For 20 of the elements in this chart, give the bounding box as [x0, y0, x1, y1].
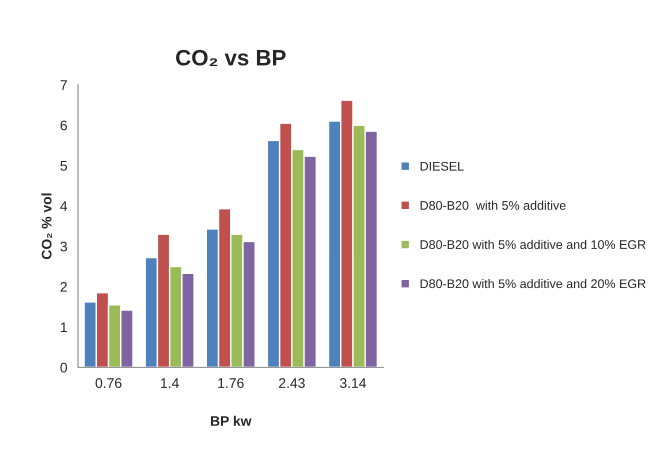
y-axis-title: CO₂ % vol — [41, 193, 52, 260]
y-tick-label: 3 — [60, 242, 67, 252]
x-tick-label: 3.14 — [340, 378, 366, 388]
legend-label: D80-B20 with 5% additive and 20% EGR — [420, 278, 646, 288]
y-tick-label: 2 — [60, 282, 67, 292]
y-tick-label: 6 — [60, 120, 67, 130]
y-tick-label: 5 — [60, 161, 67, 171]
x-tick-label: 1.76 — [218, 378, 244, 388]
y-tick-label: 0 — [60, 362, 68, 373]
legend-label: DIESEL — [420, 162, 464, 171]
y-tick-label: 7 — [60, 80, 67, 90]
chart-title: CO₂ vs BP — [176, 50, 286, 66]
y-tick-label: 1 — [60, 322, 67, 332]
x-tick-label: 1.4 — [161, 378, 179, 388]
legend-label: D80-B20 with 5% additive — [420, 200, 566, 210]
x-tick-label: 2.43 — [279, 378, 305, 388]
x-axis-title: BP kw — [210, 416, 252, 426]
y-tick-label: 4 — [60, 201, 68, 211]
x-tick-label: 0.76 — [96, 378, 122, 388]
legend-label: D80-B20 with 5% additive and 10% EGR — [420, 240, 646, 250]
